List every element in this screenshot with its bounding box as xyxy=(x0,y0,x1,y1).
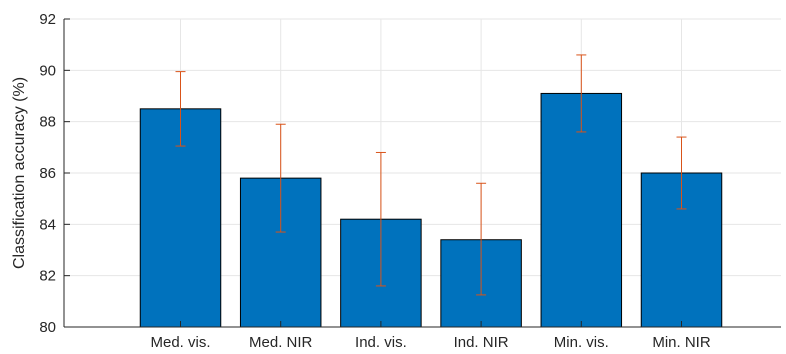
x-tick-label: Med. NIR xyxy=(249,334,313,351)
y-tick-label: 90 xyxy=(39,62,56,79)
x-tick-label: Min. NIR xyxy=(652,334,711,351)
tick-labels: 80 82 84 86 88 90 92 Med. vis. Med. NIR Ind. vis.… xyxy=(39,11,711,351)
y-tick-label: 88 xyxy=(39,114,56,131)
x-tick-label: Ind. vis. xyxy=(355,334,407,351)
x-tick-label: Ind. NIR xyxy=(454,334,509,351)
y-tick-label: 82 xyxy=(39,268,56,285)
y-tick-label: 80 xyxy=(39,319,56,336)
error-bar xyxy=(275,123,286,233)
error-bar xyxy=(476,182,487,296)
x-tick-label: Min. vis. xyxy=(554,334,609,351)
bars xyxy=(139,92,723,328)
axes xyxy=(63,18,781,328)
error-bar xyxy=(375,151,386,287)
y-tick-label: 86 xyxy=(39,165,56,182)
y-tick-label: 84 xyxy=(39,216,56,233)
y-tick-label: 92 xyxy=(39,11,56,28)
error-bar xyxy=(576,54,587,133)
x-tick-label: Med. vis. xyxy=(150,334,210,351)
error-bar xyxy=(676,136,687,210)
error-bar xyxy=(175,71,186,147)
y-axis-label: Classification accuracy (%) xyxy=(11,77,28,269)
error-bars xyxy=(175,54,687,296)
